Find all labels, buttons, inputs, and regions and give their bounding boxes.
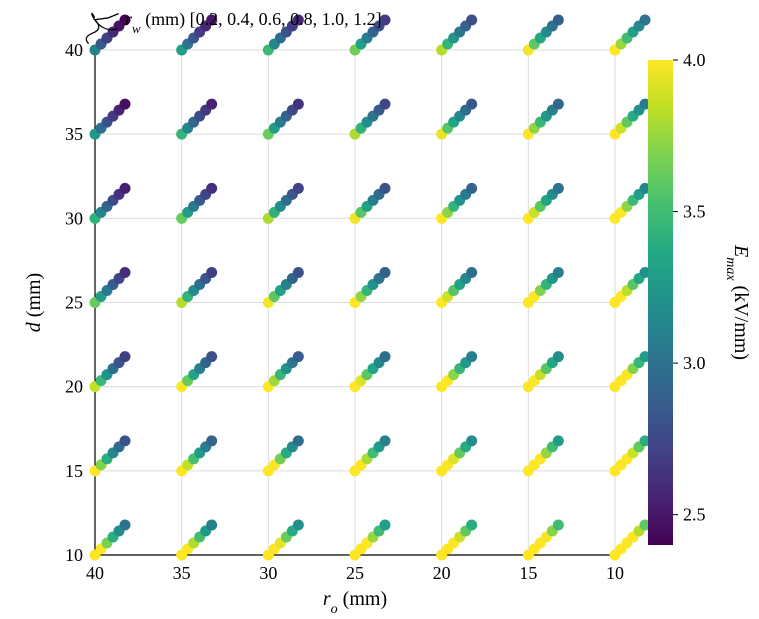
- x-tick-label: 15: [519, 563, 537, 583]
- data-point: [120, 435, 131, 446]
- data-point: [466, 351, 477, 362]
- data-point: [120, 520, 131, 531]
- plot-area: 4035302520151040353025201510ro (mm)d (mm…: [23, 15, 651, 617]
- x-tick-label: 30: [259, 563, 277, 583]
- colorbar-tick-label: 3.5: [683, 202, 706, 222]
- data-point: [466, 15, 477, 26]
- data-point: [293, 520, 304, 531]
- x-tick-label: 40: [86, 563, 104, 583]
- data-point: [380, 183, 391, 194]
- y-tick-label: 10: [65, 545, 83, 565]
- y-tick-label: 40: [65, 40, 83, 60]
- data-point: [466, 99, 477, 110]
- data-point: [380, 351, 391, 362]
- scatter-points: [90, 15, 651, 561]
- y-tick-label: 35: [65, 124, 83, 144]
- x-tick-label: 20: [433, 563, 451, 583]
- data-point: [293, 99, 304, 110]
- data-point: [120, 267, 131, 278]
- y-axis-label: d (mm): [23, 273, 45, 332]
- colorbar-tick-label: 3.0: [683, 353, 706, 373]
- data-point: [466, 183, 477, 194]
- top-annotation: rw (mm) [0.2, 0.4, 0.6, 0.8, 1.0, 1.2]: [125, 9, 382, 36]
- x-axis-label: ro (mm): [323, 588, 387, 617]
- data-point: [380, 99, 391, 110]
- data-point: [466, 520, 477, 531]
- data-point: [206, 183, 217, 194]
- data-point: [380, 435, 391, 446]
- data-point: [293, 435, 304, 446]
- data-point: [466, 267, 477, 278]
- data-point: [553, 267, 564, 278]
- colorbar-tick-label: 2.5: [683, 505, 706, 525]
- data-point: [120, 351, 131, 362]
- data-point: [553, 351, 564, 362]
- data-point: [380, 520, 391, 531]
- y-tick-label: 20: [65, 377, 83, 397]
- data-point: [206, 435, 217, 446]
- data-point: [640, 15, 651, 26]
- data-point: [206, 99, 217, 110]
- colorbar-tick-label: 4.0: [683, 50, 706, 70]
- data-point: [293, 267, 304, 278]
- y-tick-label: 15: [65, 461, 83, 481]
- data-point: [553, 520, 564, 531]
- colorbar: 4.0 3.5 3.0 2.5 Emax (kV/mm): [648, 50, 752, 545]
- x-tick-label: 25: [346, 563, 364, 583]
- colorbar-gradient: [648, 60, 673, 545]
- data-point: [120, 183, 131, 194]
- x-tick-label: 10: [606, 563, 624, 583]
- data-point: [293, 351, 304, 362]
- y-tick-label: 25: [65, 293, 83, 313]
- data-point: [120, 99, 131, 110]
- data-point: [553, 183, 564, 194]
- data-point: [553, 15, 564, 26]
- data-point: [206, 520, 217, 531]
- colorbar-label: Emax (kV/mm): [724, 244, 753, 360]
- x-tick-label: 35: [173, 563, 191, 583]
- y-tick-label: 30: [65, 208, 83, 228]
- data-point: [206, 351, 217, 362]
- data-point: [553, 99, 564, 110]
- data-point: [553, 435, 564, 446]
- data-point: [293, 183, 304, 194]
- data-point: [206, 267, 217, 278]
- data-point: [380, 267, 391, 278]
- data-point: [466, 435, 477, 446]
